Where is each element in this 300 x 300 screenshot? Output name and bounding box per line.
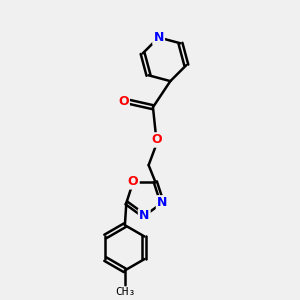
Text: O: O (152, 134, 162, 146)
Text: N: N (154, 31, 164, 44)
Text: O: O (128, 175, 139, 188)
Text: N: N (139, 209, 149, 222)
Text: O: O (118, 95, 129, 109)
Text: N: N (157, 196, 167, 209)
Text: CH₃: CH₃ (115, 287, 135, 297)
